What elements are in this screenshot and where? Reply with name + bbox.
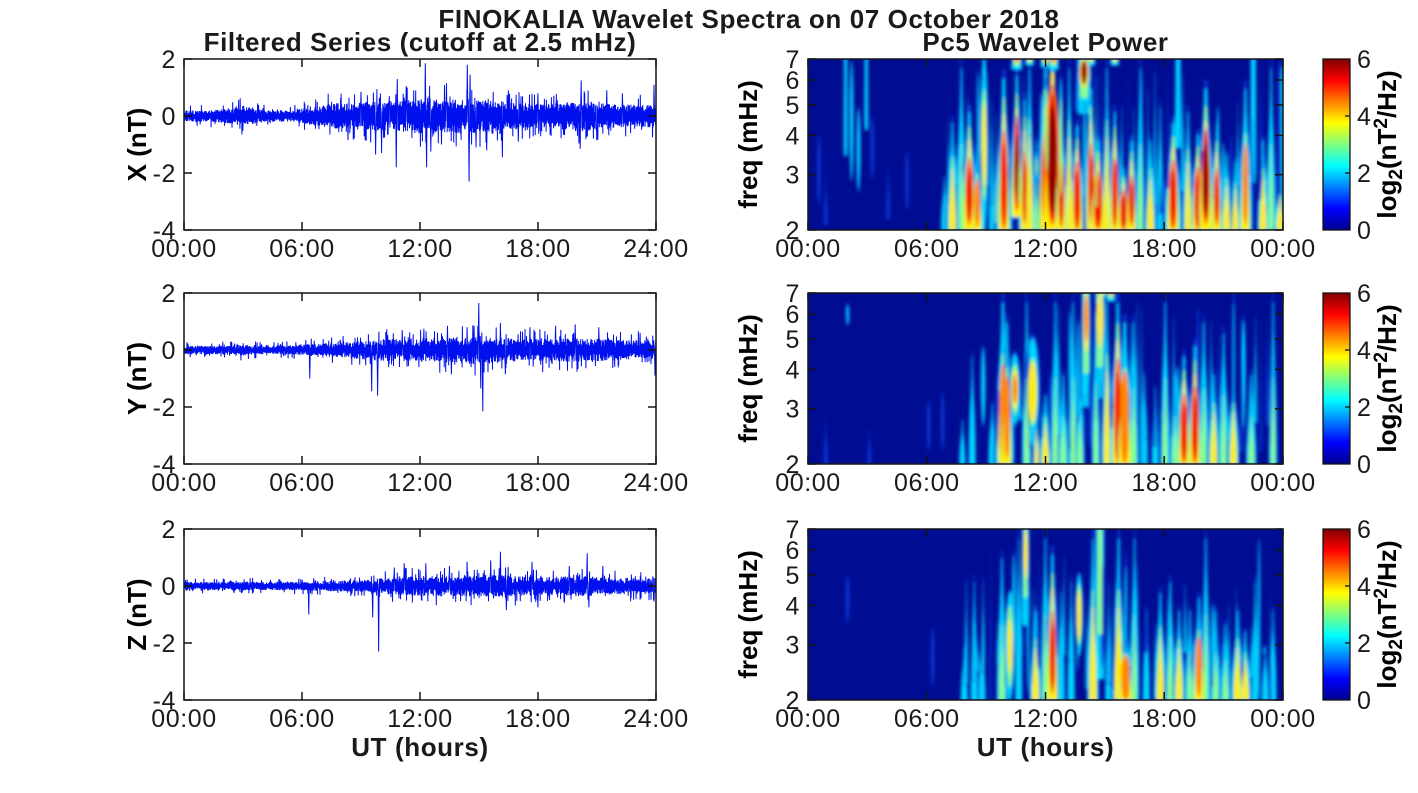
svg-text:UT (hours): UT (hours) — [977, 732, 1114, 762]
svg-text:06:00: 06:00 — [269, 235, 335, 263]
svg-text:Pc5 Wavelet Power: Pc5 Wavelet Power — [922, 27, 1168, 57]
svg-text:freq (mHz): freq (mHz) — [733, 80, 763, 209]
svg-text:-2: -2 — [153, 160, 176, 188]
svg-text:00:00: 00:00 — [151, 469, 217, 497]
svg-text:12:00: 12:00 — [1013, 235, 1079, 263]
svg-text:0: 0 — [1357, 687, 1372, 715]
svg-text:3: 3 — [785, 396, 800, 424]
svg-text:6: 6 — [1357, 280, 1372, 308]
svg-text:5: 5 — [785, 92, 800, 120]
svg-text:00:00: 00:00 — [151, 705, 217, 733]
svg-text:6: 6 — [785, 67, 800, 95]
svg-text:5: 5 — [785, 326, 800, 354]
svg-text:2: 2 — [161, 46, 176, 74]
svg-text:0: 0 — [1357, 217, 1372, 245]
svg-text:18:00: 18:00 — [505, 705, 571, 733]
svg-text:18:00: 18:00 — [505, 469, 571, 497]
svg-text:-4: -4 — [153, 451, 176, 479]
svg-text:00:00: 00:00 — [1250, 235, 1316, 263]
svg-text:2: 2 — [1357, 160, 1372, 188]
svg-text:FINOKALIA Wavelet Spectra on 0: FINOKALIA Wavelet Spectra on 07 October … — [438, 4, 1059, 34]
svg-text:freq (mHz): freq (mHz) — [733, 314, 763, 443]
svg-text:freq (mHz): freq (mHz) — [733, 550, 763, 679]
svg-text:log2(nT2/Hz): log2(nT2/Hz) — [1371, 540, 1407, 688]
svg-text:5: 5 — [785, 562, 800, 590]
svg-text:4: 4 — [785, 592, 800, 620]
svg-text:4: 4 — [785, 356, 800, 384]
svg-text:4: 4 — [1357, 573, 1372, 601]
svg-text:06:00: 06:00 — [269, 469, 335, 497]
svg-text:UT (hours): UT (hours) — [351, 732, 488, 762]
svg-text:7: 7 — [785, 46, 800, 74]
svg-text:00:00: 00:00 — [775, 469, 841, 497]
svg-text:0: 0 — [161, 573, 176, 601]
svg-text:12:00: 12:00 — [1013, 705, 1079, 733]
svg-text:4: 4 — [1357, 103, 1372, 131]
svg-text:18:00: 18:00 — [1131, 705, 1197, 733]
svg-text:12:00: 12:00 — [387, 705, 453, 733]
svg-text:24:00: 24:00 — [623, 469, 689, 497]
svg-text:-2: -2 — [153, 394, 176, 422]
svg-text:-4: -4 — [153, 687, 176, 715]
svg-text:06:00: 06:00 — [894, 705, 960, 733]
svg-text:06:00: 06:00 — [894, 469, 960, 497]
svg-text:12:00: 12:00 — [387, 235, 453, 263]
svg-text:-4: -4 — [153, 217, 176, 245]
svg-text:12:00: 12:00 — [387, 469, 453, 497]
svg-text:log2(nT2/Hz): log2(nT2/Hz) — [1371, 304, 1407, 452]
svg-text:18:00: 18:00 — [1131, 469, 1197, 497]
svg-text:2: 2 — [1357, 630, 1372, 658]
svg-text:6: 6 — [1357, 46, 1372, 74]
svg-text:0: 0 — [161, 103, 176, 131]
svg-text:00:00: 00:00 — [775, 235, 841, 263]
svg-text:4: 4 — [1357, 337, 1372, 365]
svg-text:00:00: 00:00 — [775, 705, 841, 733]
svg-text:06:00: 06:00 — [894, 235, 960, 263]
svg-text:Filtered Series (cutoff at 2.5: Filtered Series (cutoff at 2.5 mHz) — [204, 27, 637, 57]
svg-text:0: 0 — [161, 337, 176, 365]
svg-text:00:00: 00:00 — [1250, 705, 1316, 733]
svg-text:Z (nT): Z (nT) — [122, 578, 152, 650]
svg-text:-2: -2 — [153, 630, 176, 658]
svg-text:2: 2 — [161, 280, 176, 308]
svg-text:6: 6 — [1357, 516, 1372, 544]
svg-text:24:00: 24:00 — [623, 235, 689, 263]
svg-text:2: 2 — [785, 217, 800, 245]
svg-text:2: 2 — [785, 687, 800, 715]
svg-text:2: 2 — [161, 516, 176, 544]
svg-text:12:00: 12:00 — [1013, 469, 1079, 497]
svg-text:Y (nT): Y (nT) — [122, 342, 152, 415]
svg-text:4: 4 — [785, 122, 800, 150]
svg-text:2: 2 — [785, 451, 800, 479]
svg-text:log2(nT2/Hz): log2(nT2/Hz) — [1371, 70, 1407, 218]
svg-text:2: 2 — [1357, 394, 1372, 422]
svg-text:X (nT): X (nT) — [122, 108, 152, 182]
svg-text:7: 7 — [785, 280, 800, 308]
svg-text:18:00: 18:00 — [505, 235, 571, 263]
svg-text:06:00: 06:00 — [269, 705, 335, 733]
svg-text:00:00: 00:00 — [151, 235, 217, 263]
svg-text:18:00: 18:00 — [1131, 235, 1197, 263]
svg-text:7: 7 — [785, 516, 800, 544]
svg-text:6: 6 — [785, 301, 800, 329]
svg-text:00:00: 00:00 — [1250, 469, 1316, 497]
svg-text:6: 6 — [785, 537, 800, 565]
svg-text:3: 3 — [785, 162, 800, 190]
svg-text:24:00: 24:00 — [623, 705, 689, 733]
svg-text:0: 0 — [1357, 451, 1372, 479]
svg-text:3: 3 — [785, 632, 800, 660]
